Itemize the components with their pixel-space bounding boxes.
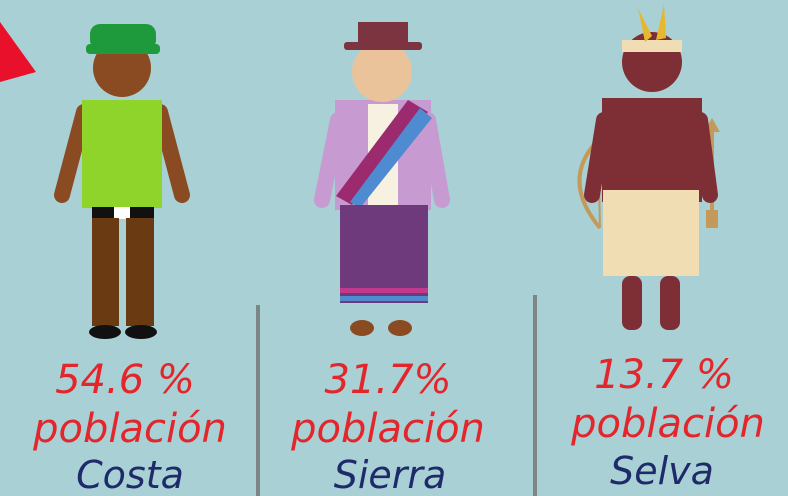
region: Sierra (334, 453, 447, 496)
percent: 31.7% (324, 357, 451, 403)
label: población (32, 406, 227, 452)
region: Selva (610, 449, 714, 493)
costa-figure (54, 24, 190, 339)
label: población (570, 401, 765, 447)
percent: 54.6 % (55, 357, 195, 403)
sierra-figure (314, 22, 450, 336)
red-triangle (0, 22, 36, 82)
percent: 13.7 % (594, 352, 734, 398)
selva-figure (577, 4, 720, 330)
region: Costa (76, 453, 184, 496)
label: población (290, 406, 485, 452)
